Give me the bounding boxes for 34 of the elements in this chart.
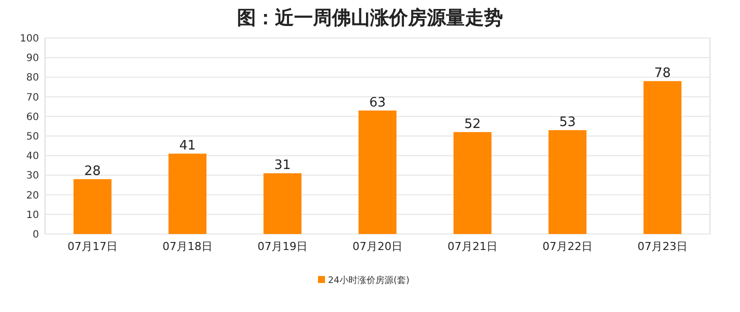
x-tick-label: 07月17日 [68,240,118,253]
y-tick-label: 80 [26,72,39,84]
x-tick-label: 07月18日 [162,240,212,253]
y-tick-label: 60 [26,112,39,123]
y-tick-label: 50 [26,132,39,142]
data-label: 63 [369,96,386,111]
bar [264,173,302,234]
data-label: 28 [84,164,101,180]
x-tick-label: 07月19日 [258,240,308,253]
y-tick-label: 10 [26,210,39,221]
y-tick-label: 0 [32,230,39,240]
bar [74,179,112,234]
data-label: 53 [559,115,576,130]
bar [644,81,682,234]
data-label: 31 [274,158,291,174]
data-label: 78 [654,66,671,82]
y-tick-label: 40 [26,151,39,162]
x-tick-label: 07月22日 [542,240,592,253]
bar [548,130,586,234]
x-tick-label: 07月21日 [448,240,498,253]
y-tick-label: 30 [26,170,39,182]
bar [454,132,492,234]
x-tick-label: 07月23日 [638,240,688,253]
bar [358,110,396,234]
y-tick-label: 20 [26,190,39,202]
legend-label: 24小时涨价房源(套) [328,275,410,286]
bar [168,154,206,234]
data-label: 52 [464,117,481,132]
y-tick-label: 70 [26,92,39,104]
y-tick-label: 100 [20,34,39,44]
y-tick-label: 90 [26,53,39,64]
data-label: 41 [179,138,196,154]
chart-title: 图：近一周佛山涨价房源量走势 [237,7,503,29]
x-tick-label: 07月20日 [352,240,402,253]
